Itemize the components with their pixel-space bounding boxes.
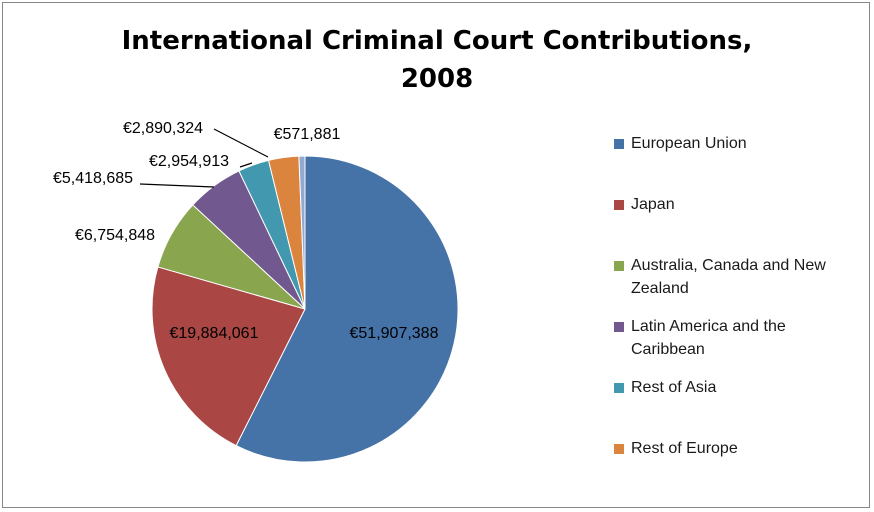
legend-label: European Union	[631, 135, 747, 152]
legend-label: Rest of Asia	[631, 379, 717, 396]
legend-swatch	[614, 261, 624, 271]
data-label-2: €6,754,848	[75, 227, 155, 244]
legend-item-3: Latin America and the Caribbean	[614, 315, 864, 361]
legend-label: Australia, Canada and New Zealand	[631, 257, 826, 297]
legend-label: Latin America and the Caribbean	[631, 318, 786, 358]
legend-item-1: Japan	[614, 193, 864, 216]
pie-slice-0	[235, 155, 459, 463]
legend-swatch	[614, 322, 624, 332]
legend-item-2: Australia, Canada and New Zealand	[614, 254, 864, 300]
pie-slice-6	[298, 155, 306, 310]
pie-slice-1	[151, 266, 306, 447]
leader-line-3	[139, 183, 215, 188]
legend-item-4: Rest of Asia	[614, 376, 864, 399]
data-label-1: €19,884,061	[170, 325, 259, 342]
chart-title-line-1: International Criminal Court Contributio…	[121, 26, 753, 56]
legend-swatch	[614, 139, 624, 149]
leader-line-5	[213, 128, 269, 158]
data-label-6: €571,881	[274, 126, 341, 143]
leader-line-4	[239, 162, 253, 168]
chart-title: International Criminal Court Contributio…	[0, 22, 874, 98]
data-label-5: €2,890,324	[123, 120, 203, 137]
legend-item-5: Rest of Europe	[614, 437, 864, 460]
legend-label: Japan	[631, 196, 675, 213]
legend-swatch	[614, 383, 624, 393]
legend-swatch	[614, 444, 624, 454]
data-label-4: €2,954,913	[149, 153, 229, 170]
legend-label: Rest of Europe	[631, 440, 738, 457]
data-label-0: €51,907,388	[350, 325, 439, 342]
legend-swatch	[614, 200, 624, 210]
data-label-3: €5,418,685	[53, 170, 133, 187]
legend-item-0: European Union	[614, 132, 864, 155]
chart-title-line-2: 2008	[400, 64, 474, 94]
